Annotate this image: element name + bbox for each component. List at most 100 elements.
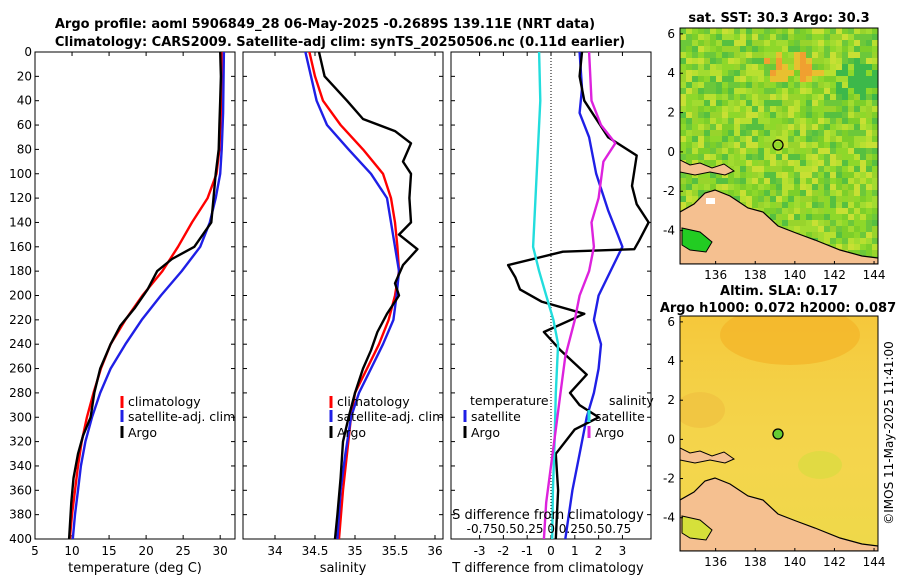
sst-cell <box>728 160 734 166</box>
sst-cell <box>758 46 764 52</box>
sst-cell <box>764 46 770 52</box>
sst-cell <box>776 214 782 220</box>
sst-cell <box>866 130 872 136</box>
sst-cell <box>764 130 770 136</box>
sst-cell <box>728 34 734 40</box>
depth-ticks: 0 20 40 60 80 100 120 140 160 180 200 220 240 260 280 3… <box>9 45 32 546</box>
sst-cell <box>854 172 860 178</box>
sst-cell <box>686 160 692 166</box>
sst-cell <box>842 208 848 214</box>
sst-cell <box>866 58 872 64</box>
sst-cell <box>818 172 824 178</box>
sst-cell <box>806 196 812 202</box>
sst-cell <box>830 184 836 190</box>
sst-cell <box>806 154 812 160</box>
map-x-tick-label: 140 <box>783 268 806 282</box>
sst-cell <box>836 124 842 130</box>
legend-salinity-title: salinity <box>609 393 654 408</box>
sst-cell <box>824 64 830 70</box>
sst-cell <box>854 148 860 154</box>
sst-cell <box>866 94 872 100</box>
sst-cell <box>728 130 734 136</box>
sst-cell <box>746 202 752 208</box>
sst-cell <box>692 82 698 88</box>
sst-cell <box>848 238 854 244</box>
sst-cell <box>776 70 782 76</box>
sst-cell <box>872 184 878 190</box>
sst-cell <box>818 196 824 202</box>
sst-cell <box>704 142 710 148</box>
sst-cell <box>836 244 842 250</box>
sst-cell <box>812 52 818 58</box>
sst-cell <box>800 40 806 46</box>
sst-cell <box>686 112 692 118</box>
sst-cell <box>854 70 860 76</box>
sst-cell <box>716 184 722 190</box>
sst-cell <box>704 34 710 40</box>
sst-cell <box>854 202 860 208</box>
sst-cell <box>866 34 872 40</box>
sst-cell <box>782 178 788 184</box>
sst-cell <box>806 82 812 88</box>
x-tick-label: 10 <box>64 544 79 558</box>
sst-cell <box>710 106 716 112</box>
sst-cell <box>848 34 854 40</box>
sst-cell <box>680 118 686 124</box>
sst-cell <box>722 82 728 88</box>
sst-cell <box>734 112 740 118</box>
sst-cell <box>842 130 848 136</box>
sst-cell <box>710 88 716 94</box>
sst-cell <box>710 160 716 166</box>
sst-cell <box>692 88 698 94</box>
sst-cell <box>746 40 752 46</box>
sst-cell <box>764 82 770 88</box>
sst-cell <box>728 142 734 148</box>
sst-cell <box>872 202 878 208</box>
sst-cell <box>866 88 872 94</box>
series-line-s-argo <box>542 52 617 539</box>
sst-cell <box>716 178 722 184</box>
s-difference-label: S difference from climatology <box>452 508 644 523</box>
sst-cell <box>818 148 824 154</box>
sst-cell <box>824 148 830 154</box>
legend-temperature-title: temperature <box>470 393 549 408</box>
sst-cell <box>812 28 818 34</box>
sst-cell <box>818 94 824 100</box>
sst-cell <box>698 76 704 82</box>
sst-cell <box>800 154 806 160</box>
sst-cell <box>824 106 830 112</box>
sst-cell <box>764 76 770 82</box>
sst-cell <box>854 52 860 58</box>
sst-cell <box>740 88 746 94</box>
sst-cell <box>818 226 824 232</box>
sst-cell <box>680 136 686 142</box>
sst-cell <box>782 28 788 34</box>
series-line-argo <box>67 52 223 539</box>
sst-cell <box>812 160 818 166</box>
sst-cell <box>752 76 758 82</box>
x-tick-label: 3 <box>619 544 627 558</box>
sst-cell <box>812 34 818 40</box>
sst-cell <box>758 106 764 112</box>
sst-cell <box>836 238 842 244</box>
sst-cell <box>860 106 866 112</box>
sst-cell <box>848 166 854 172</box>
sst-cell <box>842 136 848 142</box>
sst-cell <box>704 94 710 100</box>
sst-cell <box>800 64 806 70</box>
sst-cell <box>770 190 776 196</box>
sst-cell <box>788 118 794 124</box>
sst-cell <box>830 100 836 106</box>
sst-cell <box>866 196 872 202</box>
sst-cell <box>728 106 734 112</box>
sst-cell <box>698 70 704 76</box>
sst-cell <box>770 58 776 64</box>
sst-cell <box>860 58 866 64</box>
sst-cell <box>752 136 758 142</box>
sst-cell <box>806 148 812 154</box>
sst-cell <box>824 82 830 88</box>
map-y-tick-label: 4 <box>667 66 675 80</box>
sst-cell <box>704 40 710 46</box>
sst-cell <box>710 52 716 58</box>
